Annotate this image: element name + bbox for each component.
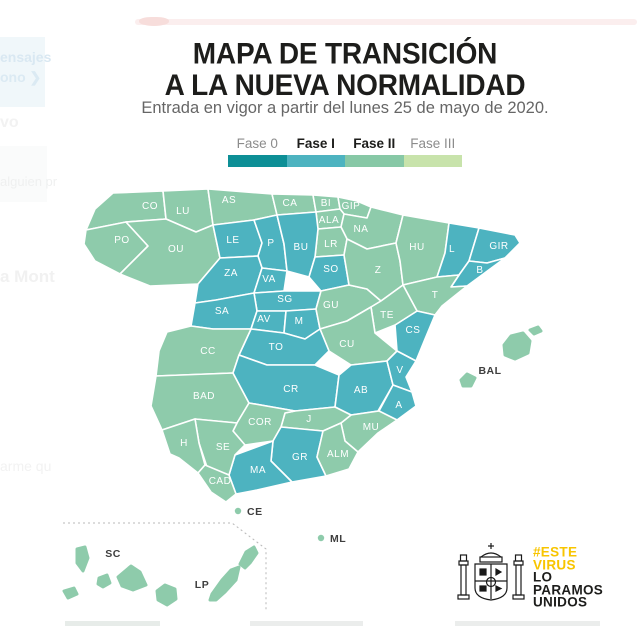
legend-swatch-fase3	[403, 155, 462, 167]
province-label-SE: SE	[216, 442, 230, 453]
canary-inset-border	[63, 522, 267, 612]
province-label-LU: LU	[176, 206, 190, 217]
province-label-V: V	[396, 365, 403, 376]
background-bottom-strip	[250, 621, 363, 626]
marker-label-ML: ML	[330, 533, 346, 545]
province-label-T: T	[432, 290, 439, 301]
legend-swatch-fase1	[286, 155, 345, 167]
province-label-Z: Z	[375, 265, 382, 276]
legend-label-fase3: Fase III	[410, 136, 456, 151]
province-label-GIP: GIP	[342, 201, 361, 212]
province-label-HU: HU	[409, 242, 424, 253]
background-bottom-strip	[455, 621, 600, 626]
province-label-L: L	[449, 244, 455, 255]
province-label-GU: GU	[323, 300, 339, 311]
province-label-SO: SO	[323, 264, 338, 275]
province-label-TO: TO	[269, 342, 284, 353]
province-label-SA: SA	[215, 306, 229, 317]
province-label-B: B	[476, 265, 483, 276]
campaign-line-5: UNIDOS	[533, 593, 588, 610]
page-subtitle: Entrada en vigor a partir del lunes 25 d…	[141, 99, 549, 117]
province-label-CS: CS	[406, 325, 421, 336]
province-label-M: M	[295, 316, 304, 327]
province-label-A: A	[395, 400, 402, 411]
province-label-BU: BU	[294, 242, 309, 253]
province-label-GIR: GIR	[489, 241, 508, 252]
province-label-COR: COR	[248, 417, 272, 428]
province-label-ALM: ALM	[327, 449, 349, 460]
page-title-line1: MAPA DE TRANSICIÓN	[192, 36, 498, 70]
province-label-MU: MU	[363, 422, 380, 433]
island-el-hierro	[62, 586, 79, 600]
province-label-CA: CA	[283, 198, 298, 209]
marker-dot-ML	[317, 534, 325, 542]
page-title: MAPA DE TRANSICIÓN A LA NUEVA NORMALIDAD	[45, 36, 640, 102]
marker-dot-CE	[234, 507, 242, 515]
province-label-SG: SG	[277, 294, 292, 305]
province-label-J: J	[306, 414, 312, 425]
province-label-VA: VA	[262, 274, 276, 285]
island-label-LP: LP	[195, 579, 209, 591]
legend-swatch-fase0	[228, 155, 287, 167]
phase-legend: Fase 0 Fase I Fase II Fase III	[228, 136, 462, 167]
campaign-line-3: LO	[533, 568, 553, 585]
campaign-slogan: #ESTE VIRUS LO PARAMOS UNIDOS	[533, 543, 604, 610]
province-label-ZA: ZA	[224, 268, 238, 279]
island-label-SC: SC	[105, 548, 121, 560]
province-label-GR: GR	[292, 452, 308, 463]
legend-label-fase0: Fase 0	[236, 136, 278, 151]
legend-label-fase1: Fase I	[296, 136, 335, 151]
island-lanzarote	[238, 545, 259, 570]
province-label-BAD: BAD	[193, 391, 215, 402]
province-ALM	[316, 422, 359, 477]
province-label-BI: BI	[321, 198, 331, 209]
province-label-LR: LR	[324, 239, 338, 250]
province-label-CAD: CAD	[209, 476, 232, 487]
page-title-line2: A LA NUEVA NORMALIDAD	[164, 68, 526, 102]
province-label-AS: AS	[222, 195, 236, 206]
island-menorca	[528, 325, 543, 336]
province-label-OU: OU	[168, 244, 184, 255]
province-CAD	[197, 464, 237, 503]
campaign-line-2: VIRUS	[533, 556, 576, 573]
province-label-LE: LE	[226, 235, 239, 246]
province-label-PO: PO	[114, 235, 129, 246]
province-label-ALA: ALA	[319, 215, 339, 226]
province-label-AB: AB	[354, 385, 368, 396]
background-bottom-strip	[65, 621, 160, 626]
province-label-CU: CU	[339, 339, 354, 350]
campaign-line-1: #ESTE	[533, 543, 578, 560]
island-tenerife	[116, 564, 148, 592]
province-label-AV: AV	[257, 314, 271, 325]
phase-legend-colorbar	[228, 155, 462, 167]
island-la-palma	[75, 545, 90, 573]
province-label-CR: CR	[283, 384, 298, 395]
island-fuerteventura	[208, 565, 241, 602]
spain-coat-of-arms-icon	[457, 543, 525, 601]
island-mallorca	[502, 331, 532, 361]
province-label-P: P	[267, 238, 274, 249]
legend-swatch-fase2	[345, 155, 404, 167]
campaign-line-4: PARAMOS	[533, 581, 604, 598]
island-gran-canaria	[155, 583, 178, 607]
province-label-NA: NA	[354, 224, 369, 235]
marker-label-CE: CE	[247, 506, 263, 518]
province-label-CC: CC	[200, 346, 215, 357]
province-label-CO: CO	[142, 201, 158, 212]
province-A	[378, 384, 417, 421]
legend-label-fase2: Fase II	[353, 136, 396, 151]
province-label-H: H	[180, 438, 188, 449]
province-label-TE: TE	[380, 310, 394, 321]
island-ibiza	[459, 372, 477, 388]
island-label-BAL: BAL	[478, 365, 501, 377]
phase-legend-labels: Fase 0 Fase I Fase II Fase III	[228, 136, 462, 151]
province-label-MA: MA	[250, 465, 266, 476]
island-la-gomera	[96, 573, 112, 589]
